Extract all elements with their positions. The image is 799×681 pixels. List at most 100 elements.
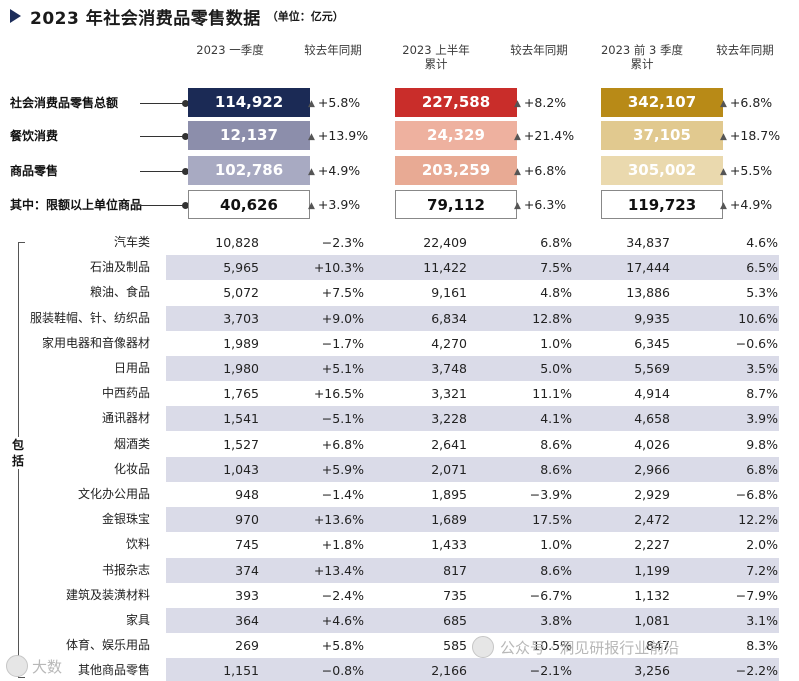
- detail-cell: 3,703: [223, 311, 259, 326]
- detail-cell: 2,227: [634, 537, 670, 552]
- detail-cell: +13.6%: [313, 512, 364, 527]
- detail-cell: 9.8%: [746, 437, 778, 452]
- column-header-0: 2023 一季度: [165, 43, 295, 57]
- summary-change: ▲ +5.8%: [308, 89, 360, 117]
- detail-cell: 6.8%: [746, 462, 778, 477]
- detail-cell: 8.6%: [540, 437, 572, 452]
- detail-row-label: 通讯器材: [101, 411, 150, 425]
- summary-change: ▲ +6.8%: [720, 89, 772, 117]
- column-header-label: 2023 前 3 季度: [600, 43, 684, 57]
- detail-cell: 1,081: [634, 613, 670, 628]
- detail-cell: 5.0%: [540, 361, 572, 376]
- detail-cell: 374: [235, 563, 259, 578]
- detail-cell: 8.7%: [746, 386, 778, 401]
- detail-cell: −0.8%: [321, 663, 364, 678]
- detail-cell: 269: [235, 638, 259, 653]
- detail-cell: 2,929: [634, 487, 670, 502]
- triangle-up-icon: ▲: [514, 167, 521, 177]
- detail-cell: 5.3%: [746, 285, 778, 300]
- detail-cell: 1.0%: [540, 537, 572, 552]
- summary-value-box: 342,107: [601, 88, 723, 117]
- detail-row-label: 饮料: [125, 537, 150, 551]
- detail-row-label: 粮油、食品: [89, 285, 150, 299]
- summary-change: ▲ +4.9%: [720, 191, 772, 219]
- summary-change: ▲ +6.8%: [514, 157, 566, 185]
- detail-cell: 970: [235, 512, 259, 527]
- detail-cell: +13.4%: [313, 563, 364, 578]
- detail-cell: 6,834: [431, 311, 467, 326]
- detail-cell: +9.0%: [321, 311, 364, 326]
- detail-cell: 685: [443, 613, 467, 628]
- detail-cell: 22,409: [423, 235, 467, 250]
- column-header-sub: 累计: [424, 57, 448, 71]
- detail-cell: 1,527: [223, 437, 259, 452]
- detail-cell: 6,345: [634, 336, 670, 351]
- wechat-icon: [472, 636, 494, 658]
- summary-change-value: +13.9%: [317, 128, 369, 143]
- leader-line: [140, 202, 189, 209]
- detail-cell: 13,886: [626, 285, 670, 300]
- detail-cell: −7.9%: [735, 588, 778, 603]
- summary-change-value: +4.9%: [729, 197, 773, 212]
- summary-change-value: +5.5%: [729, 163, 773, 178]
- detail-cell: 2,071: [431, 462, 467, 477]
- detail-cell: 2,166: [431, 663, 467, 678]
- column-header-5: 较去年同期: [680, 43, 799, 57]
- detail-cell: +4.6%: [321, 613, 364, 628]
- detail-cell: 5,569: [634, 361, 670, 376]
- detail-cell: 8.3%: [746, 638, 778, 653]
- row-stripe: [166, 356, 779, 381]
- detail-row-label: 体育、娱乐用品: [65, 638, 150, 652]
- detail-cell: 4,270: [431, 336, 467, 351]
- detail-cell: −5.1%: [321, 411, 364, 426]
- page-title: 2023 年社会消费品零售数据: [30, 8, 261, 29]
- triangle-up-icon: ▲: [514, 99, 521, 109]
- detail-cell: 10.6%: [738, 311, 778, 326]
- summary-change: ▲ +4.9%: [308, 157, 360, 185]
- summary-row-label: 其中：限额以上单位商品: [10, 198, 143, 212]
- summary-change-value: +4.9%: [317, 163, 361, 178]
- detail-row-label: 日用品: [113, 361, 150, 375]
- summary-change: ▲ +21.4%: [514, 122, 574, 150]
- row-stripe: [166, 507, 779, 532]
- summary-value-box: 12,137: [188, 121, 310, 150]
- detail-cell: 12.2%: [738, 512, 778, 527]
- leader-line: [140, 100, 189, 107]
- triangle-up-icon: ▲: [514, 201, 521, 211]
- row-stripe: [166, 558, 779, 583]
- detail-row-label: 家用电器和音像器材: [41, 336, 150, 350]
- watermark-left: 大数: [32, 658, 63, 676]
- leader-line: [140, 168, 189, 175]
- summary-value-box: 40,626: [188, 190, 310, 219]
- triangle-up-icon: ▲: [514, 132, 521, 142]
- detail-cell: 6.5%: [746, 260, 778, 275]
- detail-cell: −3.9%: [529, 487, 572, 502]
- row-stripe: [166, 608, 779, 633]
- summary-value-box: 24,329: [395, 121, 517, 150]
- column-header-4: 2023 前 3 季度 累计: [577, 43, 707, 71]
- column-header-label: 2023 一季度: [196, 43, 264, 57]
- row-stripe: [166, 457, 779, 482]
- triangle-up-icon: ▲: [308, 201, 315, 211]
- column-header-3: 较去年同期: [474, 43, 604, 57]
- detail-cell: 3.8%: [540, 613, 572, 628]
- detail-cell: 10,828: [215, 235, 259, 250]
- title-row: 2023 年社会消费品零售数据 （单位：亿元）: [10, 5, 344, 29]
- detail-cell: 1,433: [431, 537, 467, 552]
- detail-cell: 1,989: [223, 336, 259, 351]
- detail-cell: +5.1%: [321, 361, 364, 376]
- summary-change-value: +18.7%: [729, 128, 781, 143]
- detail-cell: 735: [443, 588, 467, 603]
- detail-row-label: 建筑及装潢材料: [65, 588, 150, 602]
- triangle-up-icon: ▲: [720, 99, 727, 109]
- triangle-up-icon: ▲: [720, 132, 727, 142]
- triangle-up-icon: ▲: [720, 201, 727, 211]
- detail-cell: 7.2%: [746, 563, 778, 578]
- detail-cell: 9,161: [431, 285, 467, 300]
- detail-cell: 1,895: [431, 487, 467, 502]
- detail-cell: 3,228: [431, 411, 467, 426]
- detail-cell: 3,748: [431, 361, 467, 376]
- detail-cell: 7.5%: [540, 260, 572, 275]
- detail-cell: 1,151: [223, 663, 259, 678]
- summary-value-box: 114,922: [188, 88, 310, 117]
